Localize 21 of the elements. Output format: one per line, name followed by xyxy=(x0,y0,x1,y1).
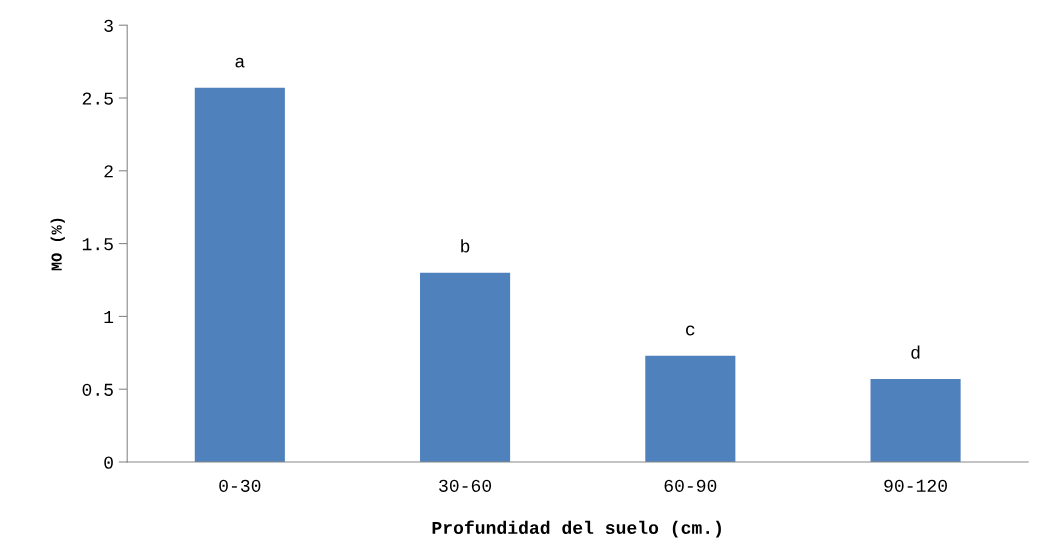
y-tick-label: 1 xyxy=(104,311,114,323)
x-tick-label: 60-90 xyxy=(664,479,717,492)
y-tick-label: 1.5 xyxy=(82,238,113,251)
y-tick-label: 2 xyxy=(104,165,113,178)
annotation: d xyxy=(911,345,920,359)
y-tick-label: 0.5 xyxy=(82,383,113,396)
bar xyxy=(194,87,285,462)
x-tick-label: 0-30 xyxy=(219,479,261,492)
annotation: c xyxy=(686,325,695,336)
x-axis-title: Profundidad del suelo (cm.) xyxy=(432,520,721,538)
x-tick-label: 90-120 xyxy=(884,479,947,492)
bar xyxy=(870,379,961,462)
bar xyxy=(645,355,736,462)
y-axis-title: MO (%) xyxy=(50,218,65,271)
annotation: a xyxy=(235,57,245,68)
annotation: b xyxy=(461,239,470,253)
bar xyxy=(420,272,511,462)
y-tick-label: 2.5 xyxy=(82,92,113,105)
y-tick-label: 3 xyxy=(104,19,113,32)
x-tick-label: 30-60 xyxy=(439,479,492,492)
y-tick-label: 0 xyxy=(104,456,113,469)
